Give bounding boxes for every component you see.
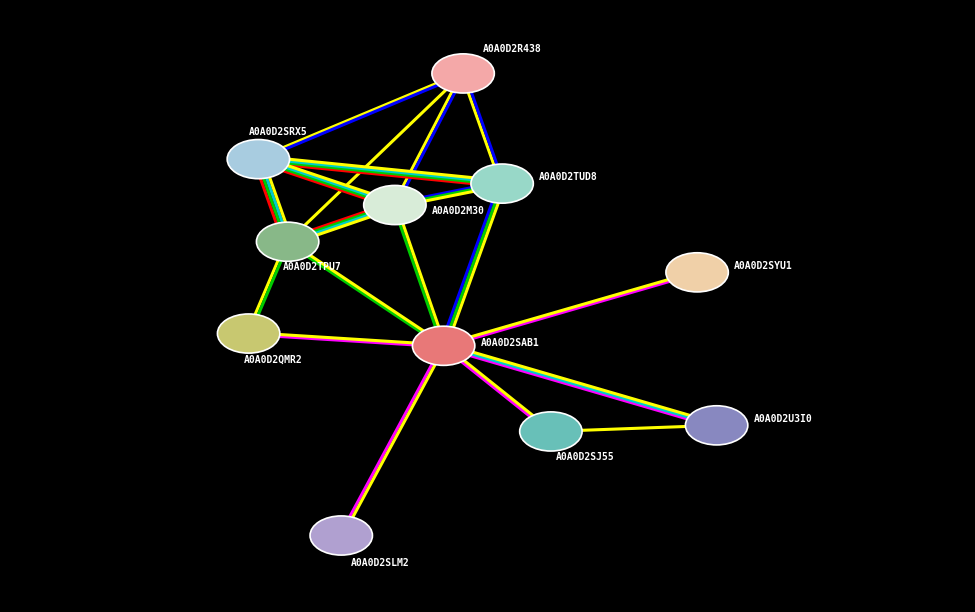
Text: A0A0D2R438: A0A0D2R438 xyxy=(483,44,541,54)
Circle shape xyxy=(520,412,582,451)
Text: A0A0D2SJ55: A0A0D2SJ55 xyxy=(556,452,614,462)
Text: A0A0D2SAB1: A0A0D2SAB1 xyxy=(481,338,539,348)
Circle shape xyxy=(310,516,372,555)
Circle shape xyxy=(412,326,475,365)
Circle shape xyxy=(685,406,748,445)
Text: A0A0D2SRX5: A0A0D2SRX5 xyxy=(249,127,307,136)
Circle shape xyxy=(256,222,319,261)
Text: A0A0D2M30: A0A0D2M30 xyxy=(432,206,485,216)
Text: A0A0D2SYU1: A0A0D2SYU1 xyxy=(734,261,793,271)
Circle shape xyxy=(217,314,280,353)
Circle shape xyxy=(471,164,533,203)
Circle shape xyxy=(227,140,290,179)
Text: A0A0D2SLM2: A0A0D2SLM2 xyxy=(351,558,410,568)
Text: A0A0D2TUD8: A0A0D2TUD8 xyxy=(539,173,598,182)
Text: A0A0D2U3I0: A0A0D2U3I0 xyxy=(754,414,812,424)
Circle shape xyxy=(364,185,426,225)
Circle shape xyxy=(432,54,494,93)
Text: A0A0D2QMR2: A0A0D2QMR2 xyxy=(244,354,302,364)
Text: A0A0D2TPU7: A0A0D2TPU7 xyxy=(283,263,341,272)
Circle shape xyxy=(666,253,728,292)
